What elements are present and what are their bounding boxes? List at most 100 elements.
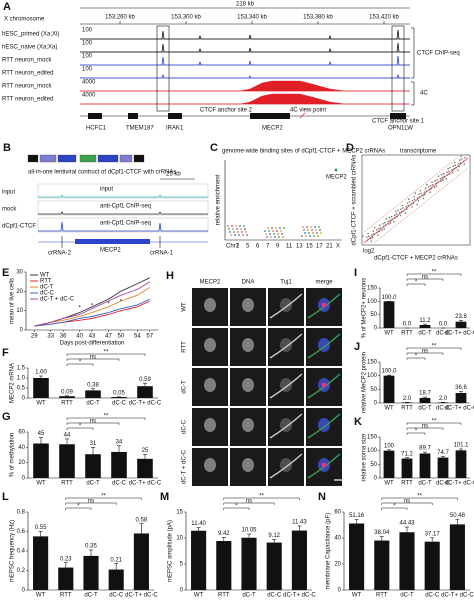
value-label: 44 [64,432,71,438]
neurite [307,413,341,439]
gene-label: TMEM187 [126,126,154,132]
expression-dot [404,212,407,214]
x-tick-label: WT [36,401,46,407]
bar [437,457,449,478]
x-tick-label: 40 [76,334,83,340]
gene-label: MECP2 [262,126,283,132]
binding-dot [277,233,279,235]
bar [399,532,415,590]
x-tick-label: dC-C [267,593,282,599]
panel-letter: G [2,411,11,423]
binding-dot [302,226,304,228]
identity-line [363,157,469,244]
expression-dot [390,215,393,218]
bar [83,555,99,590]
expression-dot [408,201,411,203]
panel-letter: F [2,347,9,359]
expression-dot [442,179,444,181]
expression-dot [448,170,450,173]
nucleus [242,338,254,352]
expression-dot [451,171,454,174]
x-tick-label: 54 [134,334,141,340]
panel-letter: J [354,341,360,353]
bar [383,301,395,328]
x-tick-label: RTT [61,481,73,487]
y-tick-label: 0.5 [17,386,26,392]
significance-label: * [77,504,80,510]
construct-block [97,154,119,163]
significance-label: ** [101,494,106,500]
expression-dot [368,235,370,237]
y-tick-label: 0 [22,476,26,482]
y-tick-label: 0 [338,588,342,594]
binding-dot [239,225,241,227]
significance-label: ** [417,494,422,500]
y-tick-label: 10 [16,308,23,314]
mecp2-signal [321,462,327,468]
x-tick-label: dC-C [109,593,124,599]
binding-dot [240,228,242,230]
binding-dot [237,231,239,233]
coordinate-label: 153,260 kb [105,15,135,21]
value-label: 0.55 [35,525,47,531]
binding-dot [280,230,282,232]
construct-block [119,154,133,163]
track-max: 100 [82,67,93,73]
expression-dot [452,165,455,167]
nucleus [204,298,216,312]
x-tick-label: dC-T+ dC-C [445,406,474,412]
anchor-label: CTCF anchor site 2 [200,108,253,114]
feature-label: crRNA-1 [150,251,174,257]
track-max: 4000 [82,80,96,86]
nucleus [242,418,254,432]
panel-title: transcriptome [400,149,437,155]
value-label: 100 [384,443,395,449]
row-label: RTT [182,341,188,353]
value-label: 44.43 [399,521,415,527]
expression-dot [433,186,436,188]
expression-dot [377,228,380,230]
chromosome-label: X [336,244,340,250]
expression-dot [441,176,444,179]
expression-dot [463,163,466,165]
x-tick-label: dC-C [436,406,451,412]
binding-dot [310,226,312,228]
x-tick-label: dC-T+ dC-C [129,481,162,487]
x-tick-label: WT [384,406,394,412]
expression-dot [395,213,398,215]
nucleus [242,378,254,392]
binding-dot [241,231,243,233]
binding-dot [301,235,303,237]
legend-label: dC-T [40,285,54,291]
binding-dot [273,233,275,235]
construct-block [39,154,57,163]
gene-model [128,113,138,119]
expression-dot [424,187,427,190]
chromosome-label: 17 [316,244,323,250]
chromosome-label: X chromosome [4,17,45,23]
chromosome-label: Chr1 [226,244,240,250]
chip-signal [80,55,410,66]
expression-dot [413,198,416,201]
expression-dot [453,161,456,164]
binding-dot [238,234,240,236]
panel-letter: L [2,491,9,503]
y-tick-label: 0 [374,326,378,332]
panel-letter: D [346,142,354,154]
column-label: Tuj1 [280,280,292,286]
binding-dot [244,228,246,230]
x-tick-label: dC-T [84,593,98,599]
fourc-signal [80,80,410,92]
nucleus [242,298,254,312]
binding-dot [279,227,281,229]
y-axis-label: % of MeCP2+ neurons [362,278,368,339]
x-tick-label: dC-T+ dC-C [445,331,474,337]
x-tick-label: WT [194,593,204,599]
track-name: hESC_naive (Xa;Xa) [2,45,57,51]
bar [111,451,127,478]
track-name: hESC_primed (Xa;Xi) [2,32,59,38]
column-label: merge [315,280,333,286]
row-label: dC-T + dC-C [182,449,188,484]
chromosome-label: 15 [306,244,313,250]
x-tick-label: dC-C [436,481,451,487]
